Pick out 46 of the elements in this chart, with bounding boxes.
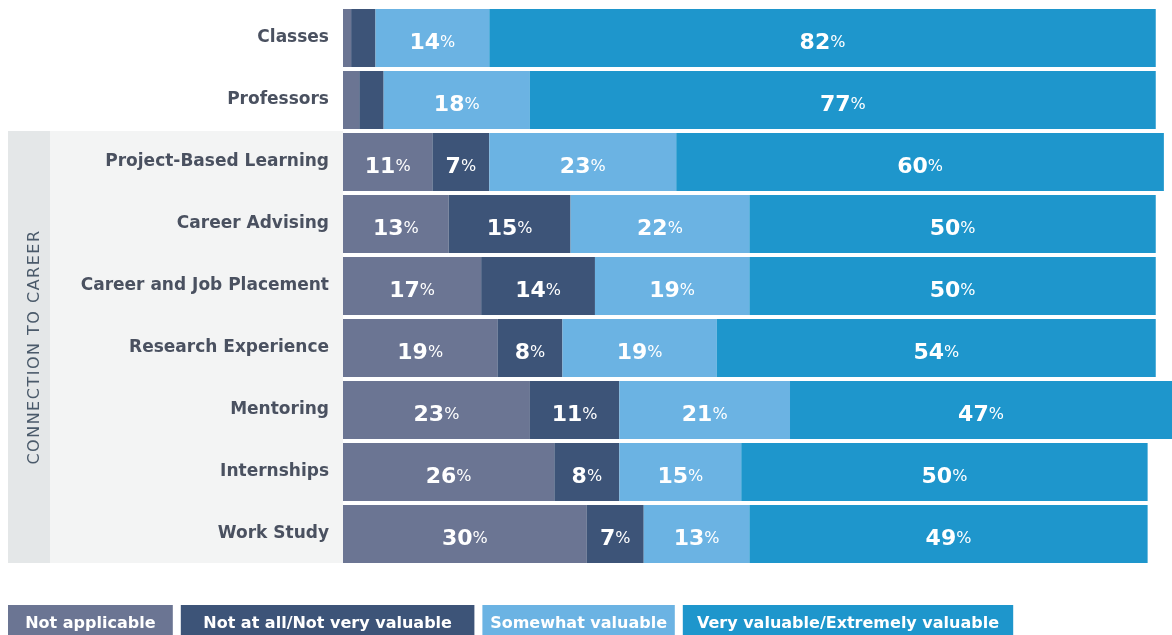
- data-label: 22%: [637, 214, 683, 240]
- data-label: 15%: [657, 462, 704, 488]
- data-label: 49%: [925, 524, 972, 550]
- data-label: 11%: [364, 152, 411, 178]
- y-tick-label: Work Study: [217, 522, 329, 542]
- data-label: 7%: [445, 152, 477, 178]
- text: Not applicable: [25, 612, 156, 632]
- data-label: 19%: [649, 276, 696, 302]
- y-tick-label: Mentoring: [230, 398, 329, 418]
- y-tick-label: Career Advising: [176, 212, 329, 232]
- data-label: 11%: [551, 400, 598, 426]
- text: Very valuable/Extremely valuable: [696, 612, 1000, 632]
- data-label: 50%: [929, 214, 976, 240]
- y-tick-label: Internships: [220, 460, 329, 480]
- data-label: 23%: [413, 400, 460, 426]
- data-label: 19%: [616, 338, 663, 364]
- data-label: 82%: [799, 28, 846, 54]
- data-label: 8%: [514, 338, 546, 364]
- data-label: 13%: [673, 524, 720, 550]
- y-tick-label: Project-Based Learning: [105, 150, 329, 170]
- data-label: 8%: [571, 462, 603, 488]
- data-label: 14%: [515, 276, 561, 302]
- data-label: 14%: [409, 28, 456, 54]
- text: Not at all/Not very valuable: [203, 612, 453, 632]
- data-label: 21%: [681, 400, 728, 426]
- y-tick-label: Professors: [227, 88, 329, 108]
- data-label: 60%: [897, 152, 943, 178]
- data-label: 7%: [600, 524, 631, 550]
- text: CONNECTION TO CAREER: [23, 229, 43, 465]
- data-label: 26%: [425, 462, 472, 488]
- data-label: 19%: [397, 338, 444, 364]
- data-label: 47%: [958, 400, 1004, 426]
- data-label: 13%: [372, 214, 419, 240]
- data-label: 50%: [929, 276, 976, 302]
- data-label: 77%: [819, 90, 866, 116]
- data-label: 15%: [486, 214, 533, 240]
- data-label: 18%: [433, 90, 480, 116]
- data-label: 30%: [442, 524, 488, 550]
- y-tick-label: Classes: [257, 26, 329, 46]
- data-label: 23%: [559, 152, 606, 178]
- y-tick-label: Research Experience: [129, 336, 329, 356]
- data-label: 50%: [921, 462, 968, 488]
- y-tick-label: Career and Job Placement: [80, 274, 329, 294]
- data-label: 54%: [913, 338, 960, 364]
- data-label: 17%: [389, 276, 435, 302]
- text: Somewhat valuable: [490, 612, 668, 632]
